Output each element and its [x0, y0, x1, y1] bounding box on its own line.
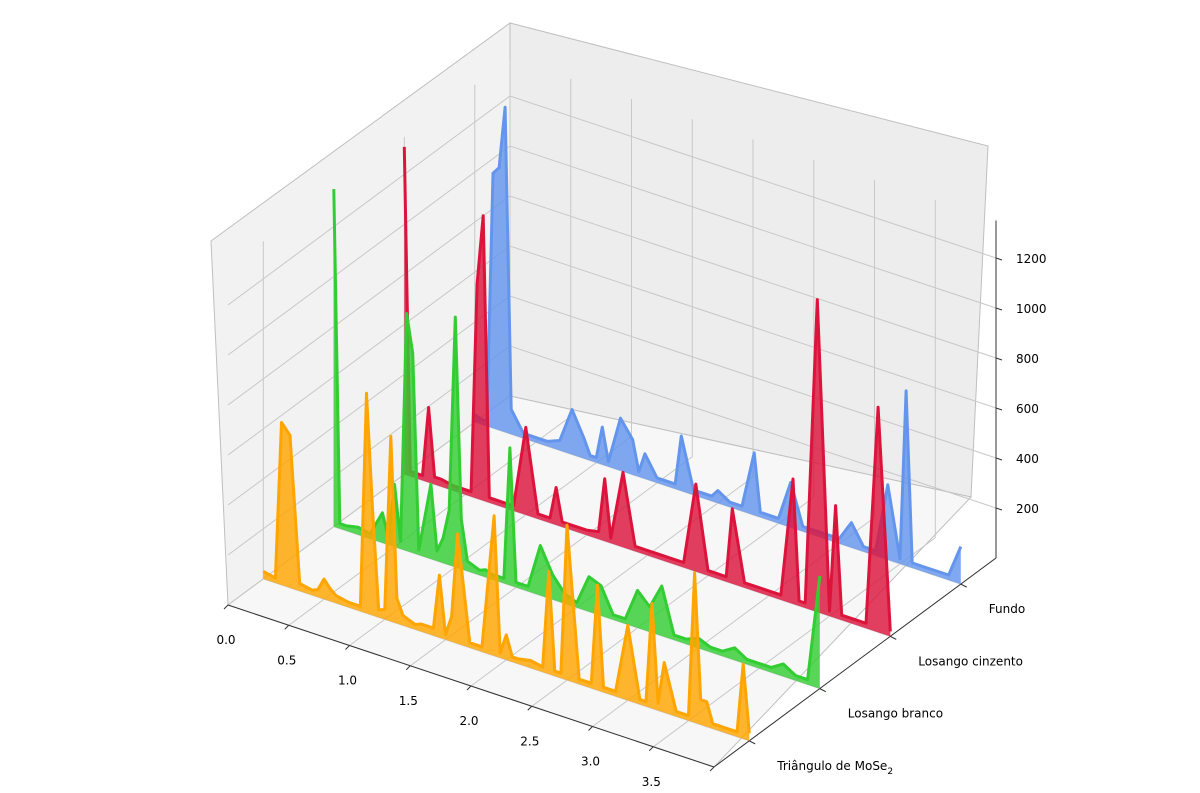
y-axis-line: [713, 557, 997, 768]
x-tick: [466, 685, 472, 691]
y-tick: [819, 688, 826, 693]
x-tick: [527, 705, 533, 711]
y-tick: [960, 583, 967, 588]
x-tick: [648, 746, 654, 752]
z-tick-label: 400: [1016, 452, 1039, 466]
z-gridline: [227, 95, 997, 306]
z-tick-label: 800: [1016, 352, 1039, 366]
y-category-label: Fundo: [989, 602, 1025, 616]
z-tick: [995, 257, 1003, 261]
z-tick: [995, 307, 1003, 311]
x-tick: [405, 665, 411, 671]
y-category-label: Triângulo de MoSe2: [776, 759, 893, 777]
axes: [223, 220, 1003, 772]
x-tick-label: 0.0: [216, 633, 235, 647]
series-losango-cinzento: [402, 146, 892, 637]
z-tick-label: 600: [1016, 402, 1039, 416]
series-layer: [262, 105, 963, 741]
series-area: [404, 146, 891, 637]
series-area: [263, 393, 750, 741]
z-tick: [995, 507, 1003, 511]
series-line: [332, 189, 822, 682]
z-gridline: [227, 245, 997, 456]
z-tick-label: 1200: [1016, 252, 1047, 266]
x-tick: [709, 766, 715, 772]
x-tick: [345, 645, 350, 650]
z-tick-label: 200: [1016, 502, 1039, 516]
z-tick-label: 1000: [1016, 302, 1047, 316]
x-tick: [284, 624, 290, 630]
x-tick: [588, 726, 593, 731]
x-tick: [223, 604, 229, 610]
x-tick-label: 2.5: [520, 734, 539, 748]
y-category-label: Losango cinzento: [918, 654, 1023, 668]
x-tick-label: 2.0: [459, 714, 478, 728]
x-tick-label: 1.0: [338, 674, 357, 688]
x-tick-label: 3.0: [581, 755, 600, 769]
y-category-label: Losango branco: [848, 707, 943, 721]
y-tick: [890, 635, 897, 640]
x-tick-label: 1.5: [399, 694, 418, 708]
x-gridline: [410, 119, 693, 667]
z-tick: [995, 457, 1003, 461]
x-tick-label: 3.5: [642, 775, 661, 789]
series-tri-ngulo-de-mose2: [262, 391, 751, 741]
tick-labels: 0.00.51.01.52.02.53.03.54.0Triângulo de …: [216, 252, 1047, 789]
y-tick: [749, 740, 756, 745]
y-category-subscript: 2: [887, 767, 893, 777]
x-tick-label: 0.5: [277, 653, 296, 667]
z-gridline: [227, 145, 997, 356]
z-gridline: [227, 195, 997, 406]
x-gridline: [653, 200, 936, 748]
z-tick: [995, 357, 1003, 361]
z-tick: [995, 407, 1003, 411]
